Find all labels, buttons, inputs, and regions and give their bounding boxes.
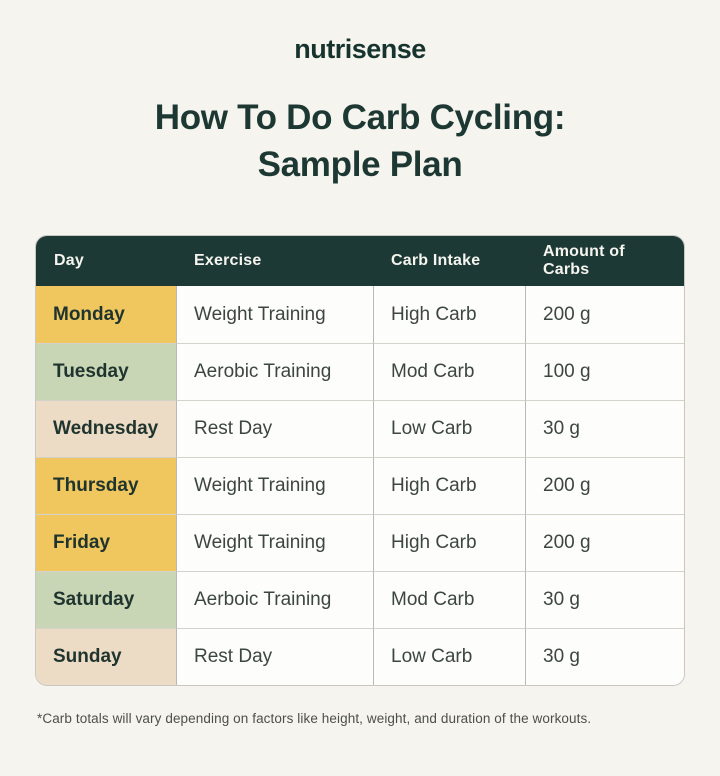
table-row: Sunday Rest Day Low Carb 30 g [36, 628, 684, 686]
amount-of-carbs-cell: 30 g [525, 628, 684, 686]
amount-of-carbs-cell: 30 g [525, 571, 684, 629]
amount-of-carbs-cell: 200 g [525, 457, 684, 515]
nutrisense-logo: nutrisense [294, 34, 426, 64]
exercise-cell: Aerboic Training [176, 571, 373, 629]
carb-intake-cell: Low Carb [373, 628, 525, 686]
amount-of-carbs-cell: 100 g [525, 343, 684, 401]
exercise-cell: Aerobic Training [176, 343, 373, 401]
infographic-page: nutrisense How To Do Carb Cycling: Sampl… [35, 34, 685, 727]
column-header: Amount of Carbs [525, 236, 684, 287]
page-title: How To Do Carb Cycling: Sample Plan [40, 95, 680, 188]
footnote: *Carb totals will vary depending on fact… [37, 711, 592, 727]
table-row: Saturday Aerboic Training Mod Carb 30 g [36, 571, 684, 629]
page-title-line1: How To Do Carb Cycling: [154, 98, 566, 137]
carb-intake-cell: Mod Carb [373, 571, 525, 629]
day-cell: Tuesday [36, 343, 176, 401]
carb-intake-cell: High Carb [373, 514, 525, 572]
page-title-line2: Sample Plan [257, 144, 463, 184]
day-cell: Thursday [36, 457, 176, 515]
day-cell: Saturday [36, 571, 176, 629]
day-cell: Monday [36, 286, 176, 344]
exercise-cell: Rest Day [176, 628, 373, 686]
day-cell: Wednesday [36, 400, 176, 458]
exercise-cell: Rest Day [176, 400, 373, 458]
amount-of-carbs-cell: 200 g [525, 514, 684, 572]
carb-intake-cell: Mod Carb [373, 343, 525, 401]
carb-intake-cell: High Carb [373, 457, 525, 515]
exercise-cell: Weight Training [176, 286, 373, 344]
carb-intake-cell: Low Carb [373, 400, 525, 458]
sample-plan-table: Day Exercise Carb Intake Amount of Carbs Mo… [36, 236, 684, 686]
table-row: Thursday Weight Training High Carb 200 g [36, 457, 684, 515]
table-row: Monday Weight Training High Carb 200 g [36, 286, 684, 344]
day-cell: Friday [36, 514, 176, 572]
column-header: Carb Intake [373, 236, 525, 287]
column-header: Exercise [176, 236, 373, 287]
table-header-row: Day Exercise Carb Intake Amount of Carbs [36, 236, 684, 287]
carb-intake-cell: High Carb [373, 286, 525, 344]
amount-of-carbs-cell: 200 g [525, 286, 684, 344]
exercise-cell: Weight Training [176, 457, 373, 515]
carb-cycling-table: Day Exercise Carb Intake Amount of Carbs Mo… [35, 235, 685, 687]
table-row: Tuesday Aerobic Training Mod Carb 100 g [36, 343, 684, 401]
table-row: Wednesday Rest Day Low Carb 30 g [36, 400, 684, 458]
day-cell: Sunday [36, 628, 176, 686]
table-row: Friday Weight Training High Carb 200 g [36, 514, 684, 572]
amount-of-carbs-cell: 30 g [525, 400, 684, 458]
table-body: Monday Weight Training High Carb 200 g Tuesd… [36, 286, 684, 686]
exercise-cell: Weight Training [176, 514, 373, 572]
column-header: Day [36, 236, 176, 287]
